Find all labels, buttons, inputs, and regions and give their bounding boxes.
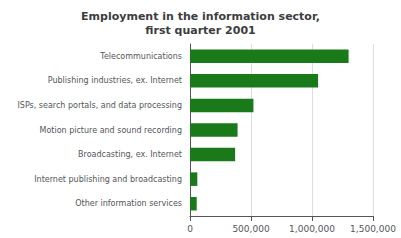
svg-text:1,500,000: 1,500,000 (350, 224, 396, 234)
svg-text:first quarter 2001: first quarter 2001 (145, 24, 255, 37)
svg-text:Telecommunications: Telecommunications (99, 52, 182, 61)
svg-text:ISPs, search portals, and data: ISPs, search portals, and data processin… (17, 101, 182, 110)
svg-text:Publishing industries, ex. Int: Publishing industries, ex. Internet (48, 76, 182, 85)
svg-text:1,000,000: 1,000,000 (289, 224, 335, 234)
svg-text:Motion picture and sound recor: Motion picture and sound recording (40, 126, 183, 135)
svg-text:Employment in the information: Employment in the information sector, (81, 10, 320, 23)
svg-text:500,000: 500,000 (232, 224, 269, 234)
svg-text:Other information services: Other information services (75, 199, 182, 208)
svg-text:0: 0 (187, 224, 193, 234)
svg-text:Broadcasting, ex. Internet: Broadcasting, ex. Internet (78, 150, 182, 159)
svg-text:Internet publishing and broadc: Internet publishing and broadcasting (34, 175, 182, 184)
